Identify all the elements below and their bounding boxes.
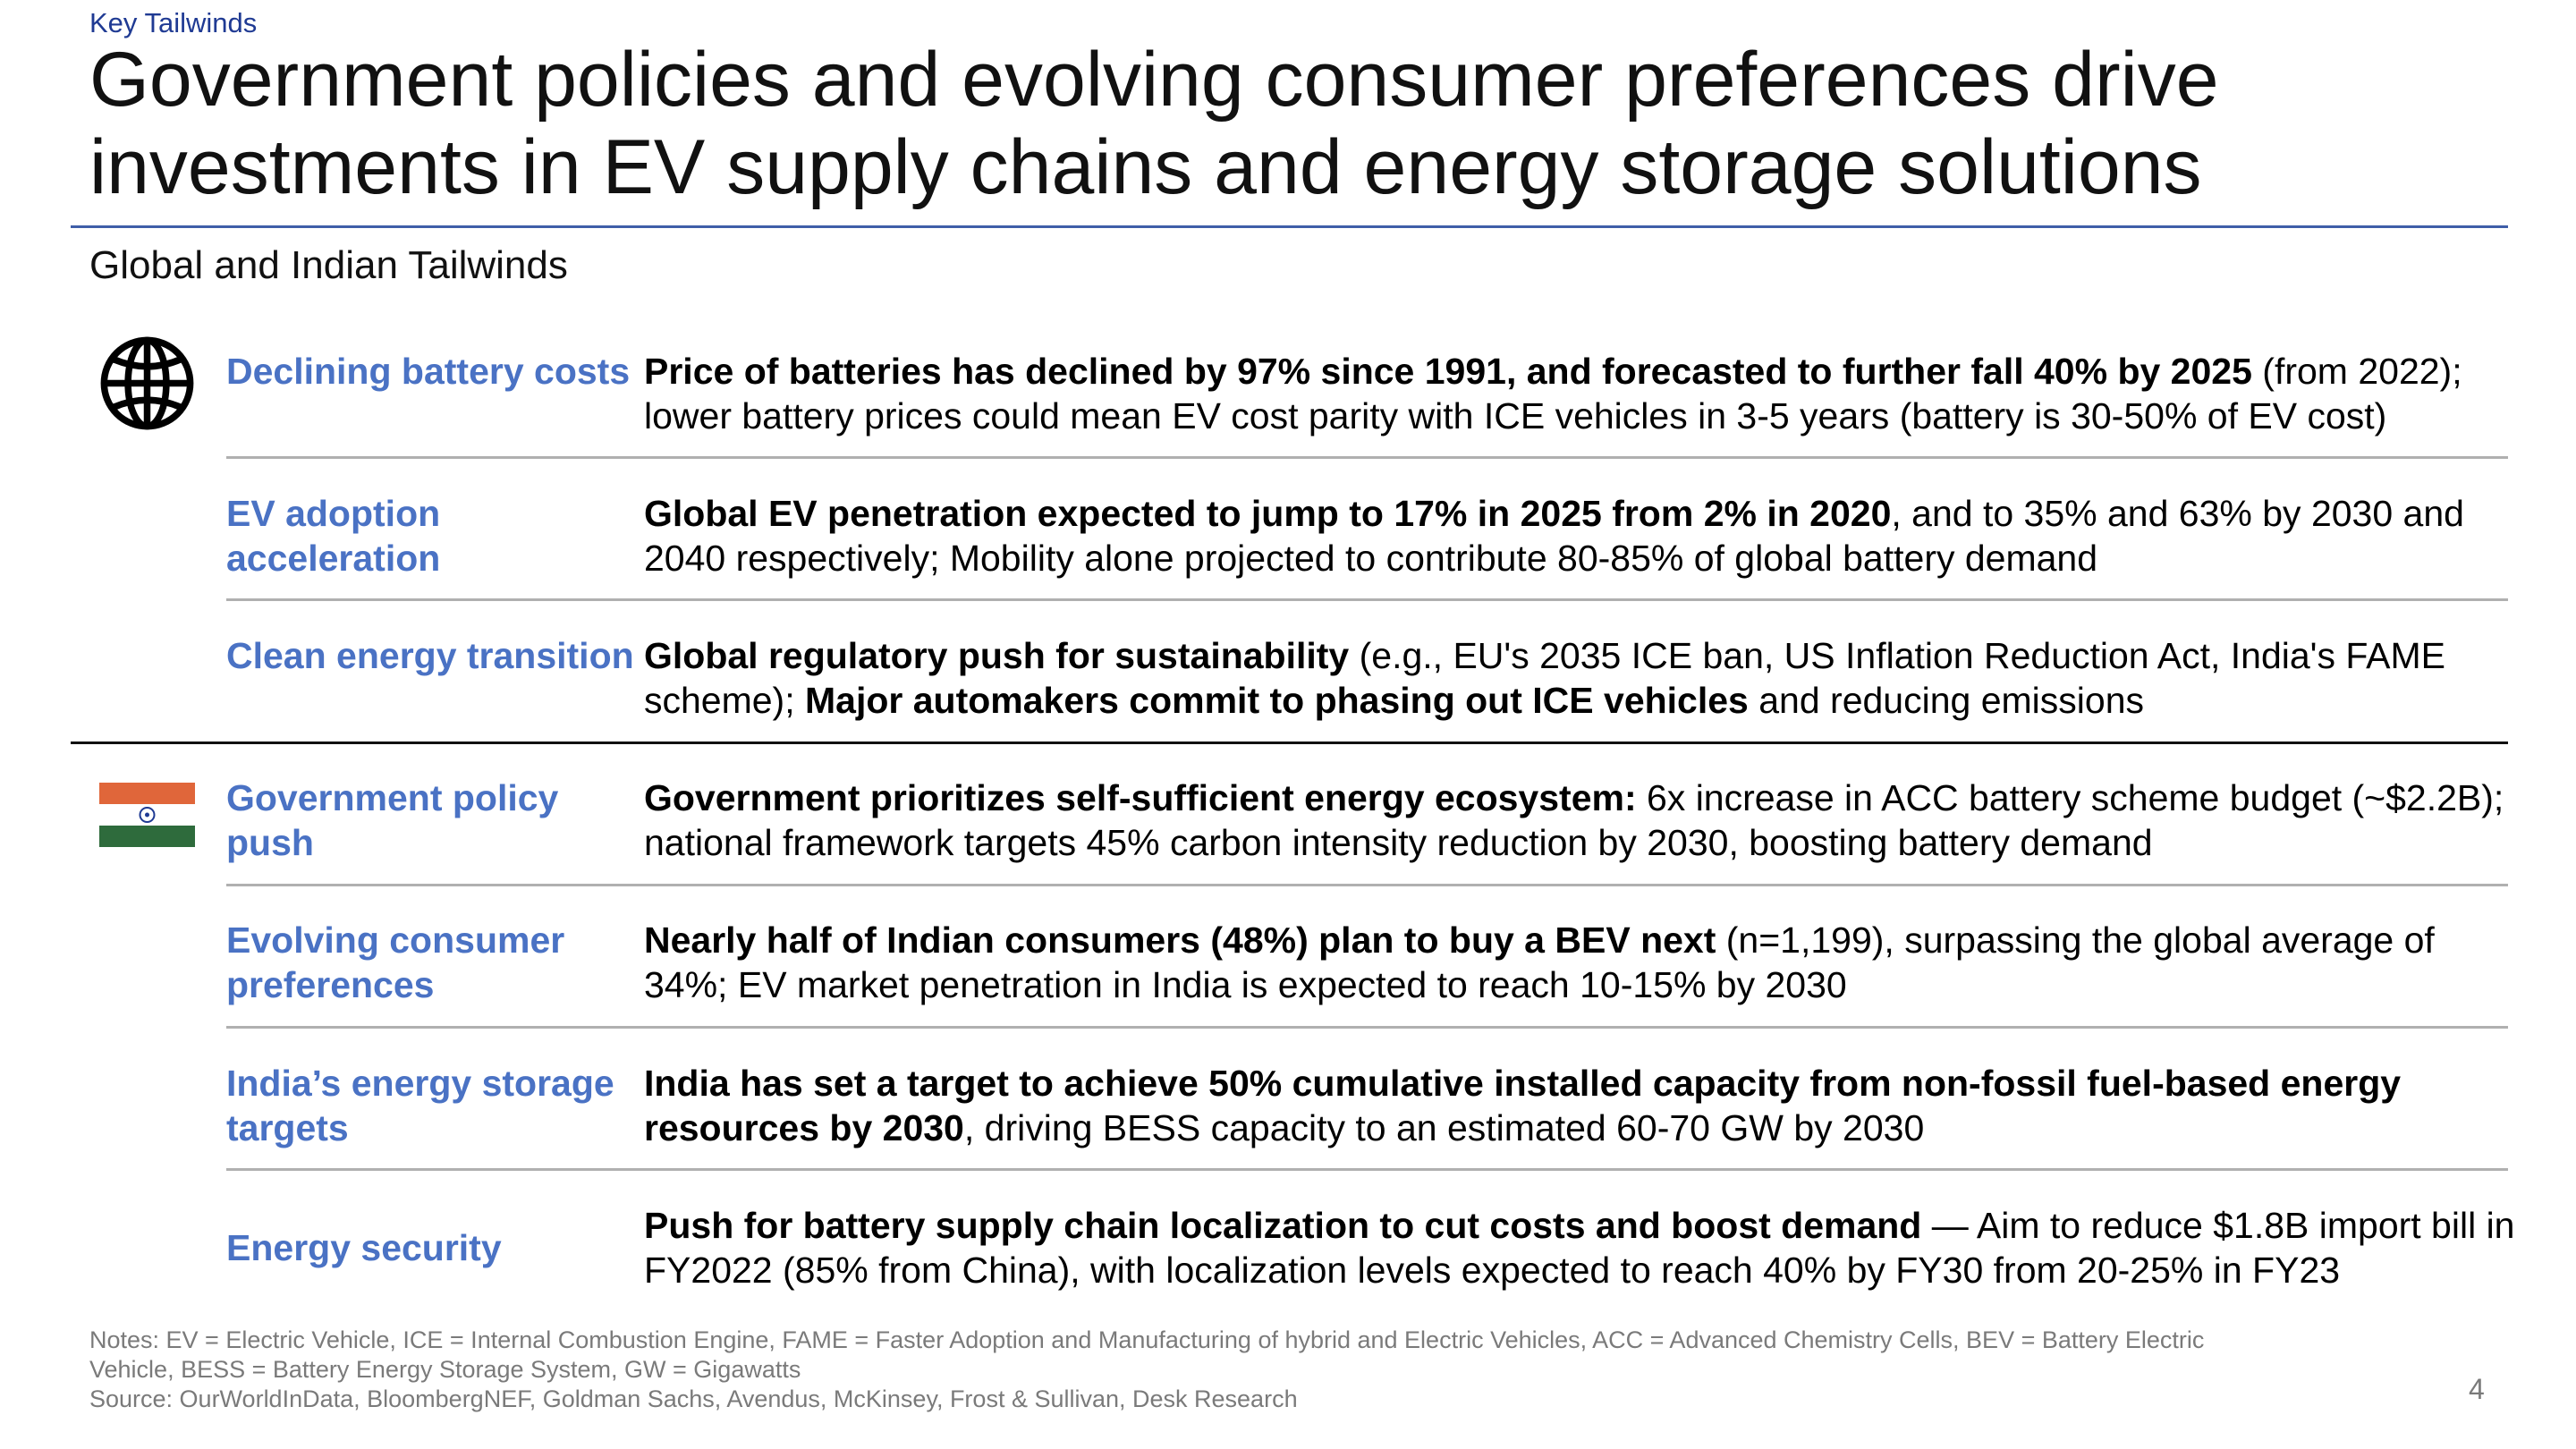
body-text: (n=1,199), surpassing the global average… [644,919,2435,1005]
tailwind-description: Government prioritizes self-sufficient e… [644,775,2522,865]
source-text: Source: OurWorldInData, BloombergNEF, Go… [89,1385,1298,1412]
tailwind-description: Push for battery supply chain localizati… [644,1203,2522,1292]
tailwind-label: Government policy push [226,777,559,863]
globe-icon [100,336,194,430]
tailwind-description: Nearly half of Indian consumers (48%) pl… [644,918,2522,1007]
highlight-text: India has set a target to achieve 50% cu… [644,1063,2402,1148]
highlight-text: Major automakers commit to phasing out I… [805,680,1749,721]
tailwind-row: Energy security Push for battery supply c… [0,1203,2576,1345]
body-text: and reducing emissions [1748,680,2144,721]
tailwind-label: Declining battery costs [226,351,631,392]
row-divider [226,1026,2508,1029]
tailwind-description: Price of batteries has declined by 97% s… [644,349,2522,438]
title-divider [71,225,2508,228]
tailwind-description: Global regulatory push for sustainabilit… [644,633,2522,723]
tailwind-label: Evolving consumer preferences [226,919,565,1005]
tailwind-label: EV adoption acceleration [226,493,441,579]
tailwind-row: Government policy push Government priorit… [0,775,2576,918]
body-text: (from 2022); lower battery prices could … [644,351,2462,436]
tailwind-label: India’s energy storage targets [226,1063,614,1148]
body-text: (e.g., EU's 2035 ICE ban, US Inflation R… [644,635,2446,721]
tailwind-row: EV adoption acceleration Global EV penetr… [0,491,2576,633]
body-text: , and to 35% and 63% by 2030 and 2040 re… [644,493,2464,579]
page-title: Government policies and evolving consume… [89,37,2219,210]
section-subtitle: Global and Indian Tailwinds [89,243,568,287]
tailwind-row: Declining battery costs Price of batterie… [0,349,2576,491]
row-divider [226,884,2508,886]
tailwind-description: Global EV penetration expected to jump t… [644,491,2522,580]
global-india-divider [71,741,2508,744]
tailwind-label: Energy security [226,1227,502,1268]
footnotes: Notes: EV = Electric Vehicle, ICE = Inte… [89,1326,2236,1414]
body-text: — Aim to reduce $1.8B import bill in FY2… [644,1205,2515,1291]
highlight-text: Government prioritizes self-sufficient e… [644,777,1637,818]
row-divider [226,1168,2508,1171]
notes-text: Notes: EV = Electric Vehicle, ICE = Inte… [89,1326,2205,1383]
highlight-text: Push for battery supply chain localizati… [644,1205,1922,1246]
section-kicker: Key Tailwinds [89,7,258,38]
tailwind-description: India has set a target to achieve 50% cu… [644,1061,2522,1150]
india-flag-icon [99,783,195,847]
page-number: 4 [2469,1373,2485,1405]
tailwind-row: Evolving consumer preferences Nearly half… [0,918,2576,1060]
tailwind-row: India’s energy storage targets India has … [0,1061,2576,1203]
row-divider [226,598,2508,601]
highlight-text: Nearly half of Indian consumers (48%) pl… [644,919,1716,961]
tailwind-label: Clean energy transition [226,635,634,676]
body-text: , driving BESS capacity to an estimated … [963,1107,1925,1148]
highlight-text: Price of batteries has declined by 97% s… [644,351,2252,392]
body-text: 6x increase in ACC battery scheme budget… [644,777,2504,863]
tailwind-row: Clean energy transition Global regulatory… [0,633,2576,775]
row-divider [226,456,2508,459]
highlight-text: Global regulatory push for sustainabilit… [644,635,1350,676]
highlight-text: Global EV penetration expected to jump t… [644,493,1892,534]
